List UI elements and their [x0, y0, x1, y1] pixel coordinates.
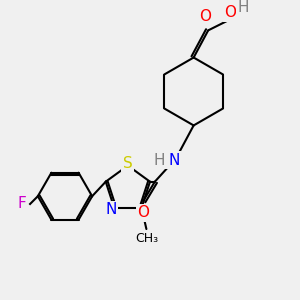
Text: F: F	[18, 196, 27, 211]
Text: N: N	[169, 153, 180, 168]
Text: O: O	[224, 5, 236, 20]
Text: N: N	[106, 202, 117, 217]
Text: O: O	[137, 205, 149, 220]
Text: H: H	[237, 0, 249, 15]
Text: S: S	[123, 156, 133, 171]
Text: CH₃: CH₃	[135, 232, 158, 245]
Text: H: H	[154, 153, 165, 168]
Text: O: O	[199, 9, 211, 24]
